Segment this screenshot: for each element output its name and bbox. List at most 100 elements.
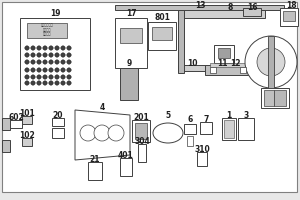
Circle shape — [61, 81, 65, 85]
Bar — [218, 48, 230, 58]
Circle shape — [37, 81, 41, 85]
Circle shape — [61, 53, 65, 57]
Bar — [222, 118, 236, 140]
Circle shape — [61, 46, 65, 50]
Bar — [178, 65, 265, 71]
Bar — [20, 18, 90, 90]
Circle shape — [67, 46, 71, 50]
Circle shape — [43, 53, 47, 57]
Text: 9: 9 — [126, 60, 132, 68]
Bar — [243, 8, 261, 16]
Bar — [120, 68, 138, 100]
Bar — [10, 120, 22, 128]
Circle shape — [49, 46, 53, 50]
Bar — [261, 88, 289, 108]
Bar — [120, 28, 142, 43]
Circle shape — [49, 68, 53, 72]
Circle shape — [31, 68, 35, 72]
Circle shape — [55, 53, 59, 57]
Bar — [205, 65, 250, 75]
Text: 7: 7 — [203, 114, 209, 123]
Bar — [22, 138, 32, 146]
Circle shape — [37, 46, 41, 50]
Text: 11: 11 — [217, 58, 227, 68]
Circle shape — [43, 46, 47, 50]
Circle shape — [37, 53, 41, 57]
Text: 17: 17 — [126, 9, 136, 19]
Bar — [27, 23, 67, 38]
Bar — [2, 140, 10, 152]
Bar — [52, 128, 64, 138]
Bar — [238, 118, 254, 140]
Text: 18: 18 — [286, 1, 296, 10]
Circle shape — [25, 81, 29, 85]
Text: 304: 304 — [134, 138, 150, 146]
Bar — [88, 162, 102, 180]
Circle shape — [55, 60, 59, 64]
Circle shape — [67, 81, 71, 85]
Circle shape — [31, 75, 35, 79]
Text: 16: 16 — [247, 3, 257, 12]
Text: 19: 19 — [50, 9, 60, 19]
Circle shape — [49, 53, 53, 57]
Bar — [138, 144, 146, 162]
Text: 自動空氣速大
运口温工
止置化收: 自動空氣速大 运口温工 止置化收 — [40, 23, 53, 37]
Circle shape — [257, 48, 285, 76]
Text: 8: 8 — [227, 3, 233, 12]
Circle shape — [31, 46, 35, 50]
Bar — [197, 152, 207, 166]
Text: 201: 201 — [133, 112, 149, 121]
Circle shape — [67, 60, 71, 64]
Bar — [274, 90, 286, 106]
Circle shape — [43, 60, 47, 64]
Bar — [240, 67, 246, 73]
Circle shape — [49, 81, 53, 85]
Bar — [152, 27, 172, 40]
Circle shape — [43, 68, 47, 72]
Bar — [210, 67, 216, 73]
Bar — [268, 36, 274, 88]
Circle shape — [31, 81, 35, 85]
Circle shape — [43, 75, 47, 79]
Text: 1: 1 — [226, 110, 232, 119]
Circle shape — [80, 125, 96, 141]
Bar — [120, 158, 132, 176]
Circle shape — [49, 60, 53, 64]
Circle shape — [25, 60, 29, 64]
Circle shape — [67, 75, 71, 79]
Text: 801: 801 — [154, 14, 170, 22]
Bar — [148, 22, 176, 50]
Bar — [280, 8, 298, 26]
Bar — [210, 63, 245, 67]
Bar — [52, 118, 64, 126]
Circle shape — [55, 75, 59, 79]
Text: 21: 21 — [90, 156, 100, 164]
Bar — [115, 5, 284, 10]
Ellipse shape — [153, 123, 183, 143]
Text: 6: 6 — [188, 116, 193, 124]
Text: 310: 310 — [194, 146, 210, 154]
Bar — [264, 90, 274, 106]
Text: 5: 5 — [165, 110, 171, 119]
Text: 20: 20 — [53, 110, 63, 119]
Text: 12: 12 — [230, 58, 240, 68]
Text: 401: 401 — [118, 152, 134, 160]
Text: 101: 101 — [19, 108, 35, 117]
Bar — [2, 118, 10, 130]
Circle shape — [49, 75, 53, 79]
Text: 4: 4 — [99, 104, 105, 112]
Bar — [178, 10, 265, 18]
Bar — [224, 120, 234, 138]
Circle shape — [61, 60, 65, 64]
Bar — [132, 120, 150, 142]
Text: 3: 3 — [243, 110, 249, 119]
Circle shape — [67, 53, 71, 57]
Text: 102: 102 — [19, 130, 35, 140]
Bar — [187, 136, 193, 146]
Circle shape — [25, 46, 29, 50]
Circle shape — [43, 81, 47, 85]
Circle shape — [61, 68, 65, 72]
Bar — [135, 123, 147, 139]
Text: 10: 10 — [187, 58, 197, 68]
Bar — [115, 18, 147, 68]
